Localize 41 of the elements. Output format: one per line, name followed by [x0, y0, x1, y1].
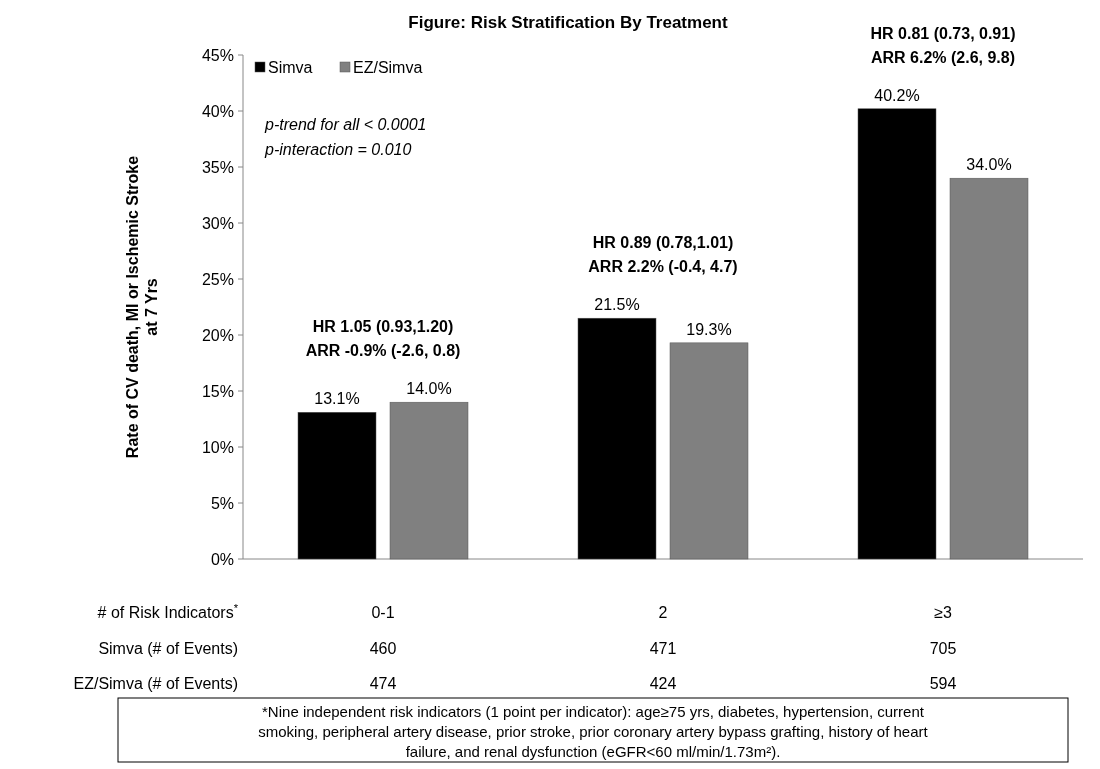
x-tick-label: ≥3 — [934, 604, 952, 621]
y-tick-label: 45% — [201, 46, 234, 64]
data-label: 14.0% — [406, 380, 452, 398]
data-label: 13.1% — [314, 390, 360, 408]
data-label: 34.0% — [966, 156, 1012, 174]
text: 474 — [369, 675, 397, 692]
text: Simva (# of Events) — [98, 640, 238, 657]
annotation: HR 0.81 (0.73, 0.91) ARR 6.2% (2.6, 9.8) — [870, 24, 1016, 66]
y-tick-label: 5% — [210, 494, 234, 512]
x-axis-title: # of Risk Indicators$^{*}$ — [97, 602, 239, 621]
data-label: 19.3% — [686, 320, 732, 338]
chart-title: Figure: Risk Stratification By Treatment — [408, 13, 728, 32]
bar — [297, 412, 377, 560]
text: *Nine independent risk indicators (1 point per indicator): age≥75 yrs, diabetes, hypertension, current smoking, peripheral artery disease, prior stroke, prior coronary artery bypass grafting, history of heart failure, and renal dysfunction (eGFR<60 ml/min/1.73m²). — [258, 703, 929, 760]
legend-label: EZ/Simva — [353, 58, 423, 76]
y-tick-label: 0% — [210, 550, 234, 568]
y-axis-title: Rate of CV death, MI or Ischemic Stroke at 7 Yrs — [124, 155, 160, 459]
annotation: p-interaction = 0.010 — [264, 141, 412, 158]
data-label: 21.5% — [594, 296, 640, 314]
bar — [857, 108, 937, 560]
text: 460 — [369, 640, 397, 657]
y-tick-label: 35% — [201, 158, 234, 176]
annotation: HR 0.89 (0.78,1.01) ARR 2.2% (-0.4, 4.7) — [588, 234, 738, 276]
x-tick-label: 0-1 — [371, 604, 395, 621]
data-label: 40.2% — [874, 86, 920, 104]
x-tick-label: 2 — [658, 604, 668, 621]
y-tick-label: 10% — [201, 438, 234, 456]
text: 424 — [649, 675, 677, 692]
y-tick-label: 30% — [201, 214, 234, 232]
text: EZ/Simva (# of Events) — [73, 675, 238, 692]
annotation: HR 1.05 (0.93,1.20) ARR -0.9% (-2.6, 0.8) — [305, 318, 461, 360]
y-tick-label: 20% — [201, 326, 234, 344]
y-tick-label: 40% — [201, 102, 234, 120]
text: 471 — [649, 640, 677, 657]
text: 705 — [929, 640, 957, 657]
y-tick-label: 25% — [201, 270, 234, 288]
bar — [577, 317, 657, 560]
text: 594 — [929, 675, 957, 692]
annotation: p-trend for all < 0.0001 — [264, 116, 427, 133]
y-tick-label: 15% — [201, 382, 234, 400]
legend-label: Simva — [268, 58, 313, 76]
